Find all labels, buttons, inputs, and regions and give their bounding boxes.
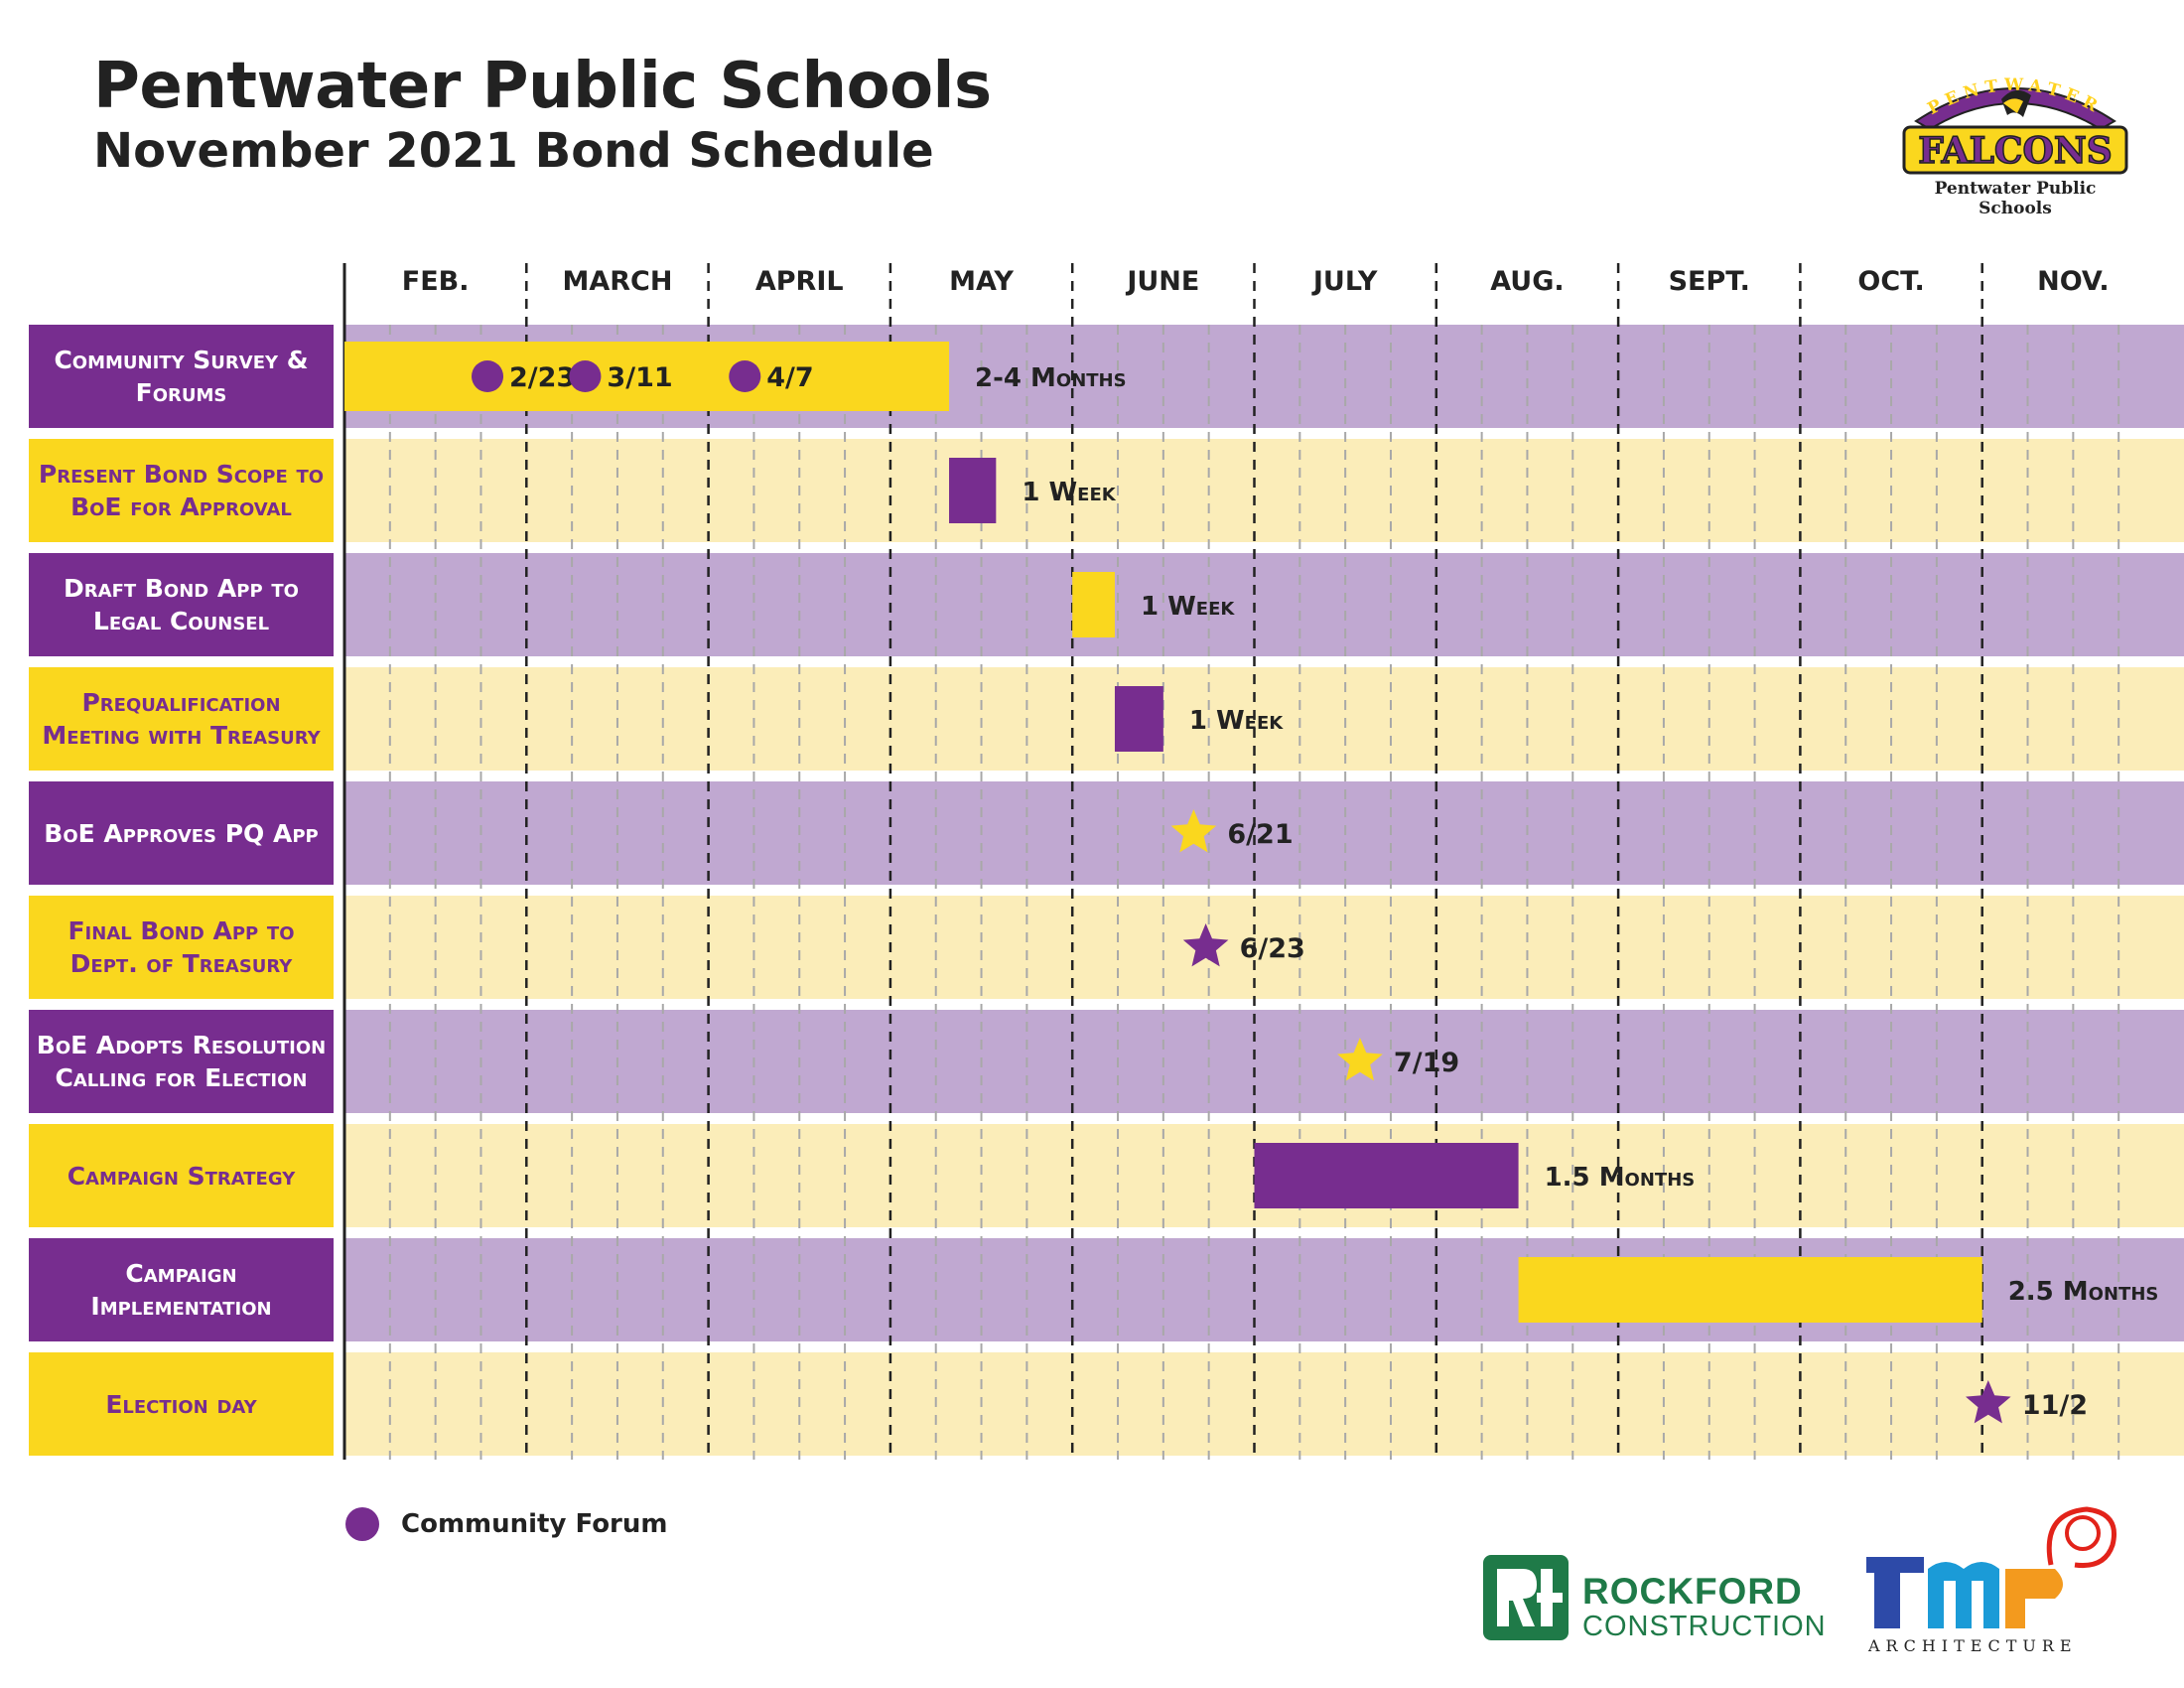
row-label: Draft Bond App to Legal Counsel bbox=[29, 553, 334, 656]
month-label: SEPT. bbox=[1669, 266, 1750, 297]
milestone-date-label: 11/2 bbox=[2022, 1390, 2088, 1421]
duration-label: 1 Week bbox=[1022, 478, 1116, 507]
month-label: NOV. bbox=[2037, 266, 2110, 297]
forum-marker bbox=[472, 360, 504, 392]
row-label: Final Bond App to Dept. of Treasury bbox=[29, 896, 334, 999]
duration-label: 2-4 Months bbox=[975, 363, 1127, 393]
rockford-logo: ROCKFORD CONSTRUCTION bbox=[1479, 1549, 1837, 1648]
falcons-emblem-icon: PENTWATER FALCONS bbox=[1902, 75, 2128, 175]
row-label: BoE Adopts Resolution Calling for Electi… bbox=[29, 1010, 334, 1113]
forum-marker bbox=[729, 360, 761, 392]
milestone-date-label: 7/19 bbox=[1394, 1048, 1459, 1078]
tmp-logo: ARCHITECTURE bbox=[1866, 1499, 2124, 1658]
month-label: OCT. bbox=[1857, 266, 1924, 297]
milestone-star bbox=[1337, 1038, 1383, 1081]
marker-date-label: 4/7 bbox=[766, 362, 813, 393]
gantt-bar bbox=[1518, 1257, 1982, 1323]
falcons-wordmark: FALCONS bbox=[1918, 130, 2113, 172]
gantt-bar bbox=[1072, 572, 1115, 637]
milestone-date-label: 6/23 bbox=[1240, 933, 1305, 964]
marker-date-label: 3/11 bbox=[607, 362, 672, 393]
month-label: APRIL bbox=[755, 266, 844, 297]
duration-label: 1 Week bbox=[1141, 592, 1235, 622]
month-label: AUG. bbox=[1490, 266, 1564, 297]
architecture-word: ARCHITECTURE bbox=[1868, 1636, 2078, 1655]
falcons-logo: PENTWATER FALCONS Pentwater Public Schoo… bbox=[1896, 70, 2134, 218]
row-band bbox=[344, 781, 2184, 885]
row-band bbox=[344, 896, 2184, 999]
legend-label: Community Forum bbox=[401, 1509, 668, 1539]
row-band bbox=[344, 1352, 2184, 1456]
page-subtitle: November 2021 Bond Schedule bbox=[93, 123, 934, 179]
falcons-caption: Pentwater Public Schools bbox=[1934, 179, 2097, 218]
forum-marker bbox=[569, 360, 602, 392]
gantt-bar bbox=[949, 458, 997, 523]
gantt-bar bbox=[1114, 686, 1163, 752]
month-label: MAY bbox=[949, 266, 1014, 297]
rockford-mark-icon bbox=[1483, 1555, 1569, 1640]
duration-label: 1 Week bbox=[1189, 706, 1284, 736]
milestone-star bbox=[1966, 1380, 2011, 1424]
row-band bbox=[344, 667, 2184, 771]
rockford-word: ROCKFORD bbox=[1582, 1571, 1803, 1612]
gantt-chart: FEB. MARCH APRIL MAY JUNE JULY AUG. SEPT. OCT. NO… bbox=[342, 263, 2184, 1460]
row-band bbox=[344, 553, 2184, 656]
page-title: Pentwater Public Schools bbox=[93, 50, 992, 123]
row-band bbox=[344, 439, 2184, 542]
construction-word: CONSTRUCTION bbox=[1582, 1611, 1827, 1642]
row-label: Community Survey & Forums bbox=[29, 325, 334, 428]
marker-date-label: 2/23 bbox=[509, 362, 575, 393]
milestone-date-label: 6/21 bbox=[1227, 819, 1293, 850]
row-label: Election day bbox=[29, 1352, 334, 1456]
row-label: Present Bond Scope to BoE for Approval bbox=[29, 439, 334, 542]
month-label: FEB. bbox=[402, 266, 470, 297]
legend: Community Forum bbox=[345, 1507, 667, 1541]
milestone-star bbox=[1170, 809, 1217, 853]
row-band bbox=[344, 1010, 2184, 1113]
purple-circle-icon bbox=[345, 1507, 379, 1541]
duration-label: 1.5 Months bbox=[1545, 1163, 1696, 1193]
month-label: MARCH bbox=[562, 266, 672, 297]
gantt-bar bbox=[1254, 1143, 1519, 1208]
row-label: BoE Approves PQ App bbox=[29, 781, 334, 885]
row-label: Prequalification Meeting with Treasury bbox=[29, 667, 334, 771]
row-label: Campaign Implementation bbox=[29, 1238, 334, 1341]
milestone-star bbox=[1182, 923, 1229, 967]
month-label: JULY bbox=[1311, 266, 1378, 297]
gantt-bar bbox=[344, 342, 950, 411]
tmp-mark-icon bbox=[1866, 1506, 2116, 1628]
row-label: Campaign Strategy bbox=[29, 1124, 334, 1227]
duration-label: 2.5 Months bbox=[2008, 1277, 2159, 1307]
month-label: JUNE bbox=[1125, 266, 1199, 297]
